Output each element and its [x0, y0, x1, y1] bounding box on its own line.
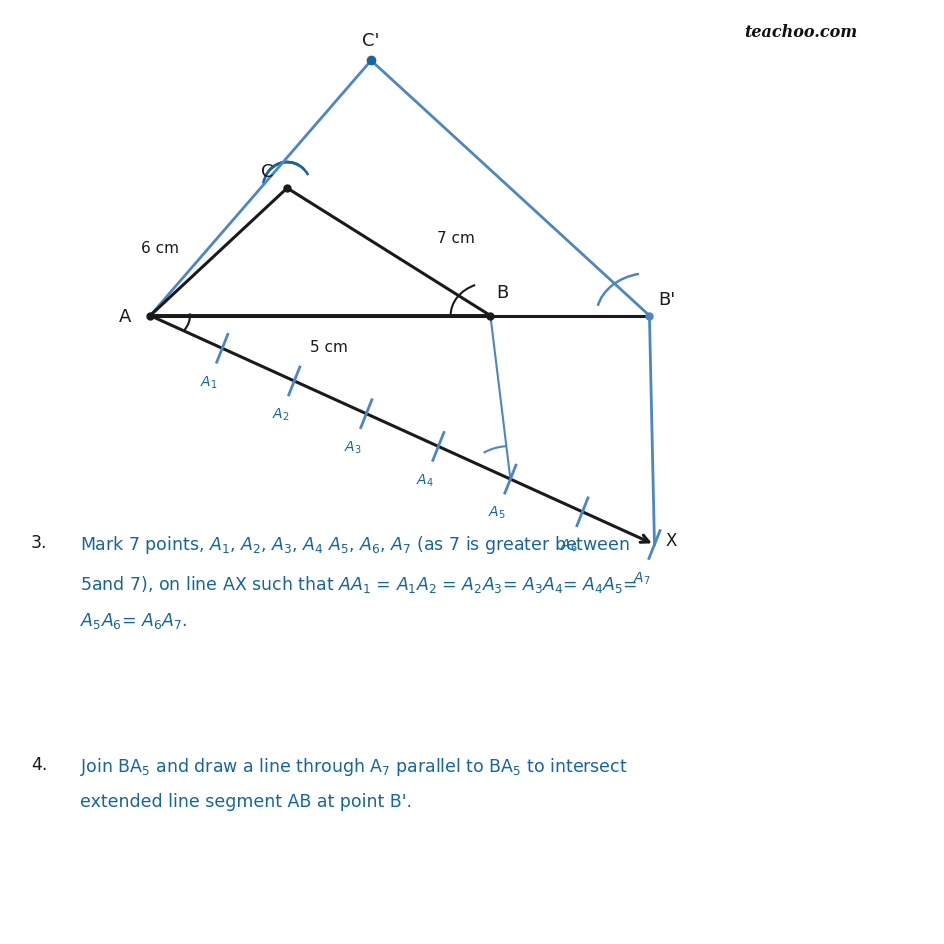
Text: $A_3$: $A_3$	[344, 439, 362, 455]
Text: B: B	[496, 284, 508, 302]
Text: $A_7$: $A_7$	[632, 570, 649, 586]
Text: Join BA$_5$ and draw a line through A$_7$ parallel to BA$_5$ to intersect
extend: Join BA$_5$ and draw a line through A$_7…	[79, 755, 627, 811]
Text: 3.: 3.	[31, 533, 47, 551]
Text: 5 cm: 5 cm	[310, 340, 347, 355]
Text: X: X	[665, 531, 676, 549]
Text: A: A	[118, 307, 130, 326]
Text: C': C'	[362, 32, 379, 50]
Text: B': B'	[658, 291, 675, 309]
Text: 6 cm: 6 cm	[141, 241, 178, 255]
Text: teachoo.com: teachoo.com	[743, 24, 856, 41]
Text: $A_2$: $A_2$	[272, 407, 290, 423]
Text: 7 cm: 7 cm	[437, 231, 475, 245]
Text: $A_4$: $A_4$	[416, 472, 433, 488]
Text: $A_5$: $A_5$	[488, 504, 506, 521]
Text: C: C	[261, 163, 274, 181]
Text: Mark 7 points, $A_1$, $A_2$, $A_3$, $A_4$ $A_5$, $A_6$, $A_7$ (as 7 is greater b: Mark 7 points, $A_1$, $A_2$, $A_3$, $A_4…	[79, 533, 636, 631]
Text: $A_6$: $A_6$	[560, 537, 578, 553]
Text: 4.: 4.	[31, 755, 47, 773]
Text: $A_1$: $A_1$	[200, 374, 218, 390]
